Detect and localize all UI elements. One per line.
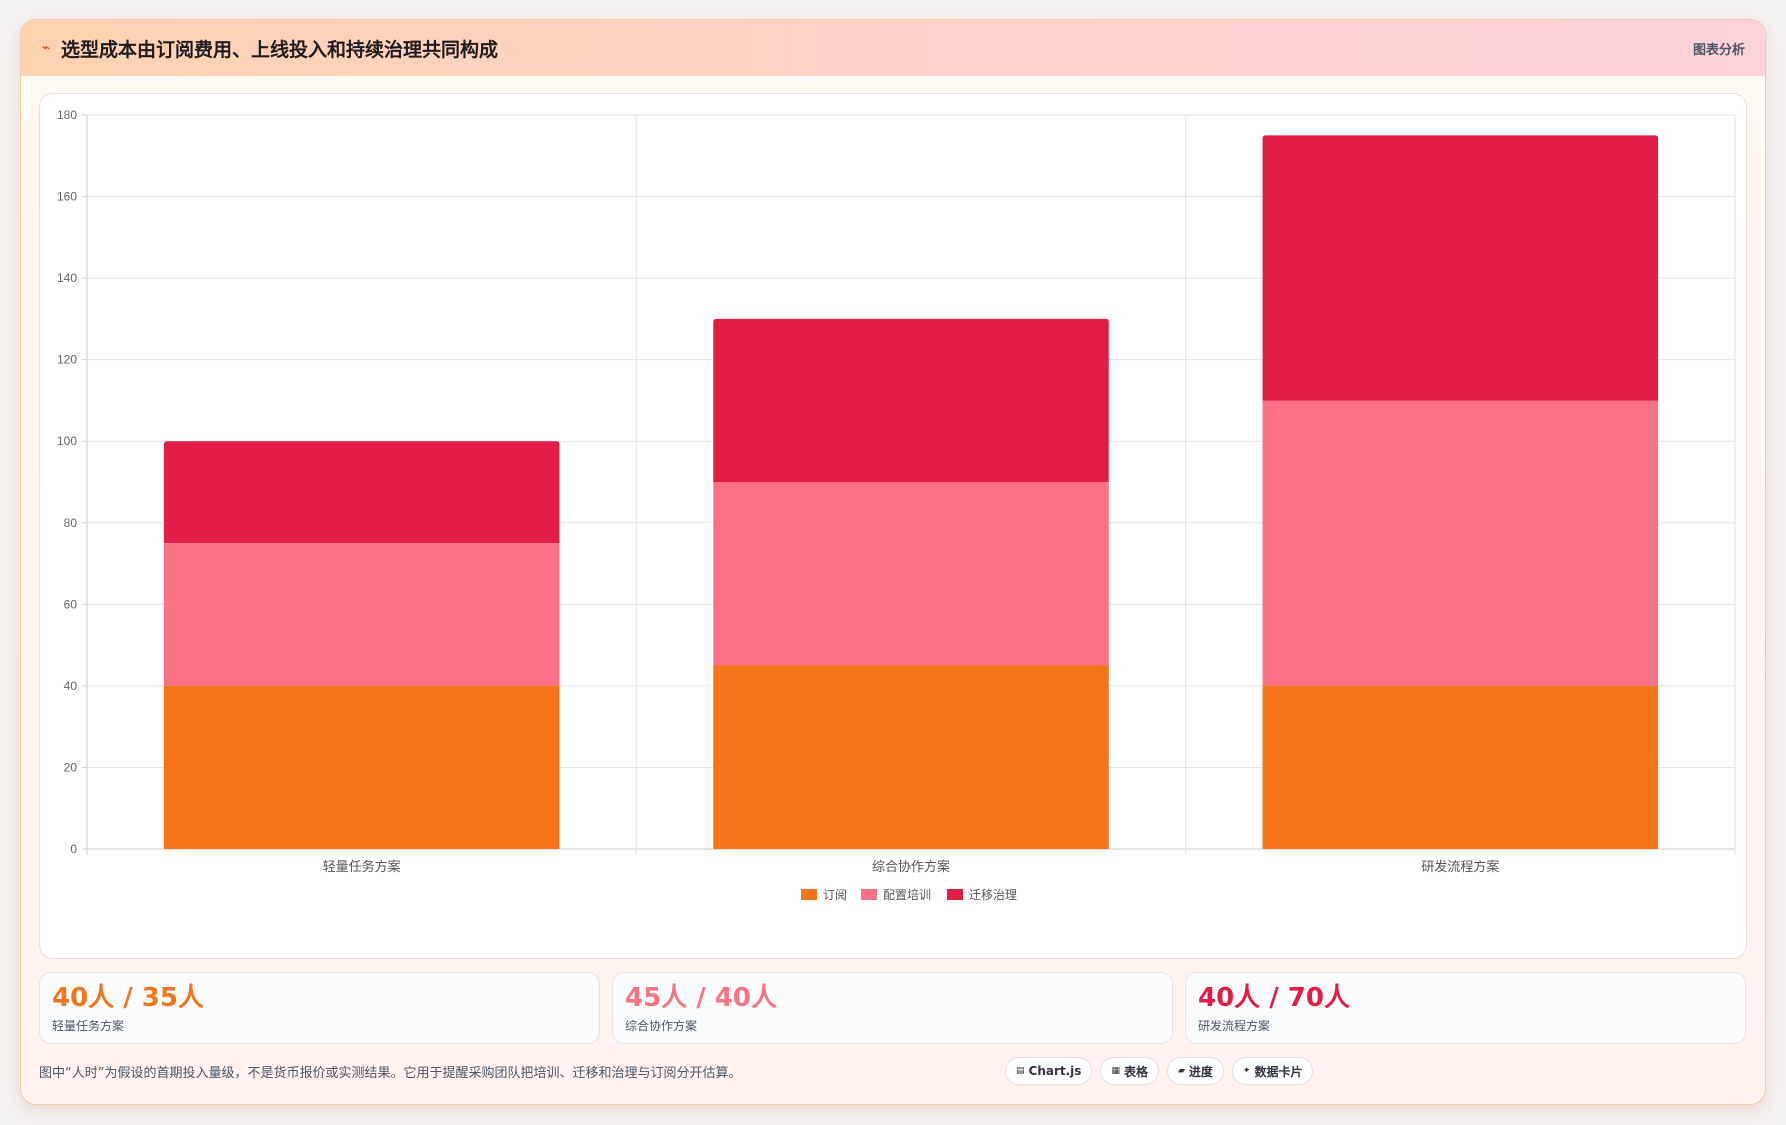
y-tick-label: 40 <box>64 679 78 693</box>
sparkle-icon: ✦ <box>1242 1066 1251 1076</box>
kpi-value: 45人 / 40人 <box>625 983 777 1013</box>
y-tick-label: 120 <box>57 353 77 367</box>
x-tick-label: 轻量任务方案 <box>323 859 401 874</box>
card-title: 选型成本由订阅费用、上线投入和持续治理共同构成 <box>61 38 499 61</box>
chip-label: Chart.js <box>1028 1064 1082 1078</box>
kpi-card: 40人 / 35人 轻量任务方案 <box>39 972 600 1044</box>
bar-segment <box>163 685 560 849</box>
chart-container: 0 20 40 60 80 100 120 140 160 180 轻量任务方案 综合协作方案 研发流程… <box>39 93 1747 959</box>
y-tick-label: 100 <box>57 434 77 448</box>
chip-table[interactable]: ▦ 表格 <box>1100 1057 1159 1085</box>
kpi-label: 轻量任务方案 <box>52 1019 125 1033</box>
bar-segment <box>163 441 560 544</box>
chart-card: ⌁ 选型成本由订阅费用、上线投入和持续治理共同构成 图表分析 0 20 40 60 80… <box>20 19 1766 1105</box>
kpi-value: 40人 / 35人 <box>52 983 204 1013</box>
x-tick-label: 综合协作方案 <box>872 859 950 874</box>
bar-segment <box>713 482 1109 666</box>
legend-swatch <box>861 889 877 900</box>
y-tick-label: 60 <box>64 597 78 611</box>
chip-label: 数据卡片 <box>1254 1064 1303 1079</box>
legend-swatch <box>947 889 963 900</box>
chip-data-cards[interactable]: ✦ 数据卡片 <box>1231 1057 1314 1085</box>
bar-segment <box>713 318 1109 482</box>
kpi-card: 45人 / 40人 综合协作方案 <box>612 972 1173 1044</box>
bar-segment <box>163 543 560 686</box>
chart-analysis-tag: 图表分析 <box>1692 42 1745 58</box>
y-tick-label: 160 <box>57 190 77 204</box>
kpi-label: 综合协作方案 <box>625 1019 698 1033</box>
bar-segment <box>1262 400 1659 686</box>
progress-icon: ▰ <box>1177 1066 1185 1076</box>
table-icon: ▦ <box>1111 1066 1120 1076</box>
kpi-row: 40人 / 35人 轻量任务方案 45人 / 40人 综合协作方案 40人 / … <box>39 972 1747 1044</box>
y-tick-label: 180 <box>57 108 77 122</box>
legend-label: 配置培训 <box>883 887 931 902</box>
chip-chartjs[interactable]: ▤ Chart.js <box>1005 1057 1093 1085</box>
y-tick-label: 140 <box>57 271 77 285</box>
stacked-bar-chart: 0 20 40 60 80 100 120 140 160 180 轻量任务方案 综合协作方案 研发流程… <box>57 108 1736 902</box>
trend-icon: ⌁ <box>41 40 51 56</box>
chip-label: 表格 <box>1123 1064 1148 1079</box>
bar-segment <box>713 665 1109 849</box>
chip-label: 进度 <box>1188 1064 1213 1079</box>
title-group: ⌁ 选型成本由订阅费用、上线投入和持续治理共同构成 <box>39 35 498 62</box>
chart-icon: ▤ <box>1016 1066 1025 1076</box>
y-tick-label: 80 <box>64 516 78 530</box>
chip-progress[interactable]: ▰ 进度 <box>1166 1057 1224 1085</box>
bar-segment <box>1262 685 1659 849</box>
footnote: 图中“人时”为假设的首期投入量级，不是货币报价或实测结果。它用于提醒采购团队把培… <box>39 1066 742 1081</box>
y-tick-label: 0 <box>70 842 77 856</box>
legend-swatch <box>801 889 817 900</box>
card-header: ⌁ 选型成本由订阅费用、上线投入和持续治理共同构成 图表分析 <box>21 20 1765 76</box>
feature-chips: ▤ Chart.js ▦ 表格 ▰ 进度 ✦ 数据卡片 <box>1005 1057 1314 1085</box>
legend-label: 订阅 <box>823 888 847 902</box>
x-tick-label: 研发流程方案 <box>1421 859 1499 874</box>
kpi-value: 40人 / 70人 <box>1198 983 1350 1013</box>
kpi-card: 40人 / 70人 研发流程方案 <box>1185 972 1746 1044</box>
y-tick-label: 20 <box>64 760 78 774</box>
bar-segment <box>1262 135 1659 401</box>
legend-label: 迁移治理 <box>969 888 1017 902</box>
kpi-label: 研发流程方案 <box>1198 1019 1271 1033</box>
card-footer: 图中“人时”为假设的首期投入量级，不是货币报价或实测结果。它用于提醒采购团队把培… <box>39 1056 1747 1088</box>
